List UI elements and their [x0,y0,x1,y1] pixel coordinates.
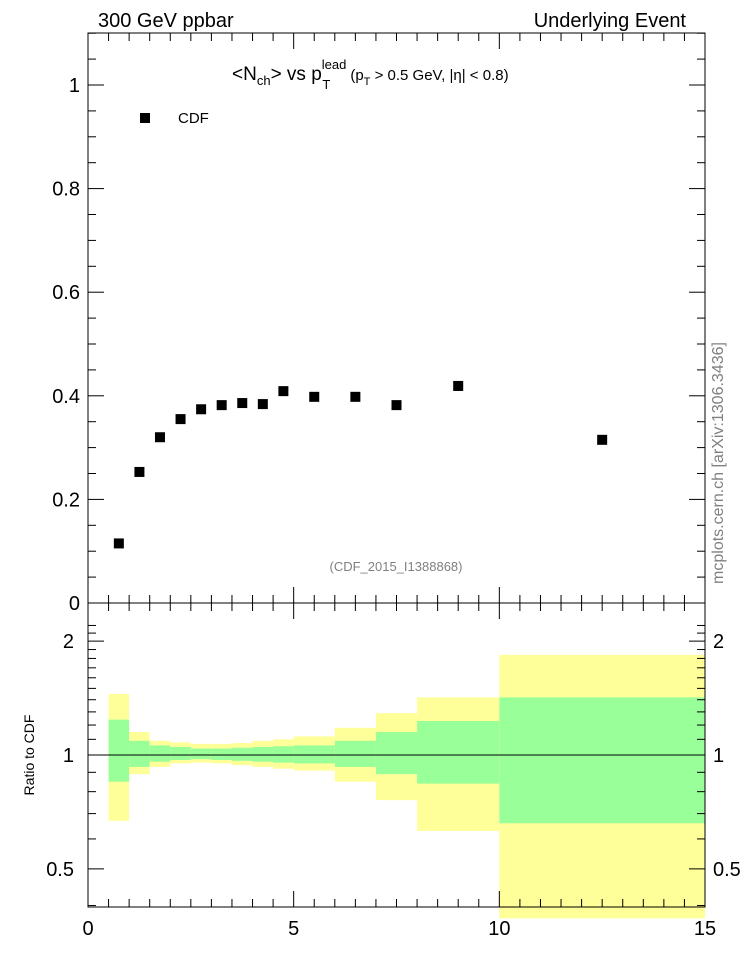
plot-title: <Nch> vs plead T(pT > 0.5 GeV, |η| < 0.8) [232,57,509,92]
legend-label: CDF [178,110,209,127]
x-tick-label: 0 [82,918,93,940]
ratio-y-tick-label-left: 2 [63,631,74,653]
main-y-tick-label: 0.2 [52,489,80,511]
ratio-band-inner [293,745,335,764]
data-point [391,400,402,411]
legend-marker [140,113,150,123]
data-point [257,399,268,410]
data-point [196,404,207,415]
main-plot: 00.20.40.60.81 <Nch> vs plead T(pT > 0.5 … [52,32,706,615]
x-tick-label: 5 [288,918,299,940]
data-point [113,538,124,549]
ratio-band-inner [190,748,212,760]
plot-title-cut-1: (p [350,67,363,84]
analysis-id: (CDF_2015_I1388868) [330,559,463,574]
main-y-tick-label: 0.8 [52,179,80,201]
plot-title-cut-2: > 0.5 GeV, |η| < 0.8) [370,67,508,84]
ratio-y-tick-label-right: 2 [713,631,724,653]
ratio-y-tick-label-left: 0.5 [46,859,74,881]
ratio-band-inner [499,697,705,824]
main-y-tick-label: 1 [69,75,80,97]
ratio-plot: 0.5 0.5 1 1 2 2 0 5 10 15 Ratio to CDF [21,602,741,940]
ratio-axis-ticks: 0.5 0.5 1 1 2 2 0 5 10 15 [46,603,741,940]
plot-title-main: <N [232,64,257,85]
main-y-tick-label: 0.6 [52,282,80,304]
ratio-band-inner [252,746,274,762]
main-y-tick-label: 0 [69,593,80,615]
data-point [237,398,248,409]
ratio-band-inner [273,746,294,763]
ratio-band-inner [211,748,232,761]
ratio-y-tick-label-right: 1 [713,745,724,767]
plot-title-mid: > vs p [271,64,322,85]
data-point [134,466,145,477]
header-left: 300 GeV ppbar [98,10,234,32]
data-point [453,380,464,391]
ratio-bands [108,654,705,919]
data-point [597,434,608,445]
data-point [278,386,289,397]
data-point [309,391,320,402]
x-tick-label: 10 [488,918,510,940]
main-series-points [113,380,608,549]
plot-title-sub: T [322,77,330,92]
data-point [216,400,227,411]
ratio-ylabel: Ratio to CDF [21,715,37,796]
data-point [175,414,186,425]
plot-title-ch: ch [257,73,271,88]
ratio-y-tick-label-left: 1 [63,745,74,767]
ratio-y-tick-label-right: 0.5 [713,859,741,881]
ratio-band-inner [334,740,376,767]
header-right: Underlying Event [534,10,687,32]
ratio-band-inner [149,745,171,762]
data-point [350,391,361,402]
plot-title-cut-sub: T [364,76,371,88]
main-y-tick-label: 0.4 [52,386,80,408]
ratio-band-inner [375,732,418,775]
ratio-band-inner [231,747,253,761]
data-point [154,432,165,443]
ratio-band-inner [417,720,500,784]
main-axis-ticks: 0 0.2 0.4 0.6 0.8 1 [52,32,706,615]
ratio-band-inner [170,746,191,761]
plot-title-sup: lead [322,57,347,72]
watermark: mcplots.cern.ch [arXiv:1306.3436] [710,342,727,584]
ratio-band-inner [129,740,150,767]
x-tick-label: 15 [694,918,716,940]
ratio-band-inner [108,719,130,782]
